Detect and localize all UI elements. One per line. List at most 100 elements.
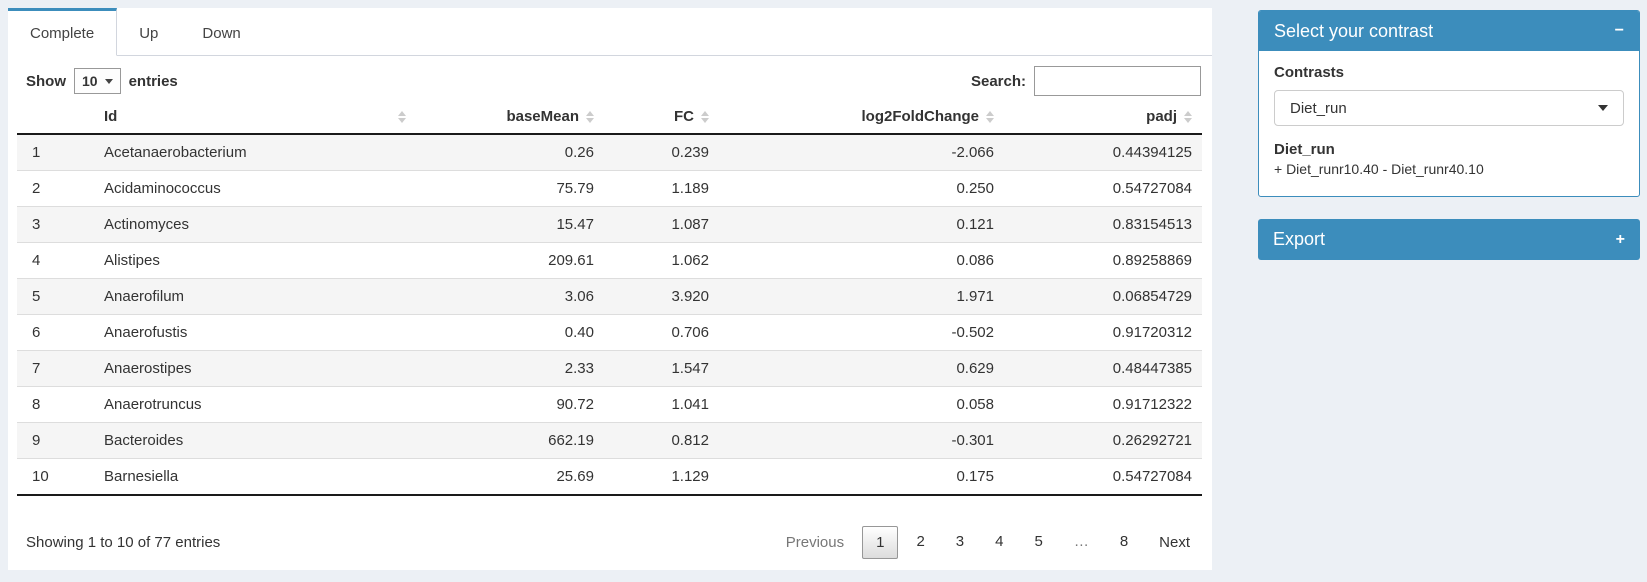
- table-header-row: Id baseMean FC: [17, 100, 1202, 135]
- cell-padj: 0.44394125: [1004, 134, 1202, 171]
- cell-padj: 0.06854729: [1004, 278, 1202, 315]
- cell-log2foldchange: -2.066: [719, 134, 1004, 171]
- cell-id: Acidaminococcus: [94, 170, 412, 207]
- cell-basemean: 15.47: [412, 206, 604, 243]
- column-header-padj[interactable]: padj: [1004, 100, 1202, 135]
- contrast-detail-title: Diet_run: [1274, 141, 1335, 158]
- cell-log2foldchange: -0.502: [719, 314, 1004, 351]
- table-row[interactable]: 1 Acetanaerobacterium 0.26 0.239 -2.066 0.443…: [17, 134, 1202, 171]
- row-index: 1: [17, 134, 94, 171]
- cell-fc: 0.239: [604, 134, 719, 171]
- contrast-detail-formula: + Diet_runr10.40 - Diet_runr40.10: [1274, 161, 1484, 177]
- sort-icon: [986, 110, 994, 123]
- page-length-control: Show 10 entries: [26, 68, 178, 94]
- table-row[interactable]: 9 Bacteroides 662.19 0.812 -0.301 0.26292721: [17, 422, 1202, 459]
- table-row[interactable]: 8 Anaerotruncus 90.72 1.041 0.058 0.91712322: [17, 386, 1202, 423]
- cell-log2foldchange: -0.301: [719, 422, 1004, 459]
- export-box-title: Export: [1273, 229, 1326, 249]
- cell-id: Acetanaerobacterium: [94, 134, 412, 171]
- results-table: Id baseMean FC: [17, 100, 1202, 496]
- cell-log2foldchange: 1.971: [719, 278, 1004, 315]
- cell-id: Actinomyces: [94, 206, 412, 243]
- entries-label: entries: [128, 72, 178, 90]
- collapse-icon[interactable]: −: [1614, 22, 1624, 39]
- table-controls: Show 10 entries Search:: [8, 56, 1212, 98]
- column-header-id-label: Id: [104, 108, 118, 125]
- column-header-fc-label: FC: [674, 108, 694, 125]
- cell-id: Barnesiella: [94, 458, 412, 496]
- tab-down[interactable]: Down: [202, 24, 241, 42]
- table-info: Showing 1 to 10 of 77 entries: [26, 534, 221, 551]
- cell-basemean: 0.26: [412, 134, 604, 171]
- column-header-padj-label: padj: [1146, 108, 1177, 125]
- cell-padj: 0.54727084: [1004, 170, 1202, 207]
- pagination: Previous 1 2 3 4 5 … 8 Next: [768, 526, 1203, 559]
- cell-id: Anaerostipes: [94, 350, 412, 387]
- row-index: 6: [17, 314, 94, 351]
- contrast-select[interactable]: Diet_run: [1274, 90, 1624, 126]
- cell-padj: 0.83154513: [1004, 206, 1202, 243]
- cell-padj: 0.48447385: [1004, 350, 1202, 387]
- row-index: 2: [17, 170, 94, 207]
- table-row[interactable]: 10 Barnesiella 25.69 1.129 0.175 0.54727084: [17, 458, 1202, 496]
- expand-icon[interactable]: +: [1615, 230, 1625, 248]
- contrast-box-title: Select your contrast: [1274, 20, 1434, 41]
- sort-icon: [701, 110, 709, 123]
- cell-basemean: 25.69: [412, 458, 604, 496]
- page-ellipsis: …: [1073, 533, 1089, 550]
- table-row[interactable]: 6 Anaerofustis 0.40 0.706 -0.502 0.91720312: [17, 314, 1202, 351]
- row-index: 9: [17, 422, 94, 459]
- cell-fc: 3.920: [604, 278, 719, 315]
- cell-basemean: 2.33: [412, 350, 604, 387]
- table-row[interactable]: 7 Anaerostipes 2.33 1.547 0.629 0.48447385: [17, 350, 1202, 387]
- page-button-2[interactable]: 2: [916, 533, 925, 550]
- table-footer: Showing 1 to 10 of 77 entries Previous 1…: [8, 496, 1212, 559]
- cell-fc: 1.189: [604, 170, 719, 207]
- cell-id: Anaerofustis: [94, 314, 412, 351]
- page-button-5[interactable]: 5: [1034, 533, 1043, 550]
- page-length-select[interactable]: 10: [74, 68, 121, 94]
- cell-fc: 1.062: [604, 242, 719, 279]
- table-row[interactable]: 2 Acidaminococcus 75.79 1.189 0.250 0.5472708…: [17, 170, 1202, 207]
- table-row[interactable]: 5 Anaerofilum 3.06 3.920 1.971 0.06854729: [17, 278, 1202, 315]
- column-header-fc[interactable]: FC: [604, 100, 719, 135]
- page-button-3[interactable]: 3: [955, 533, 965, 550]
- cell-fc: 0.812: [604, 422, 719, 459]
- next-page-button[interactable]: Next: [1159, 534, 1190, 551]
- column-header-id[interactable]: Id: [94, 100, 412, 135]
- cell-basemean: 90.72: [412, 386, 604, 423]
- cell-log2foldchange: 0.086: [719, 242, 1004, 279]
- search-input[interactable]: [1034, 66, 1201, 96]
- cell-basemean: 3.06: [412, 278, 604, 315]
- cell-padj: 0.91720312: [1004, 314, 1202, 351]
- cell-padj: 0.91712322: [1004, 386, 1202, 423]
- cell-basemean: 0.40: [412, 314, 604, 351]
- column-header-log2foldchange[interactable]: log2FoldChange: [719, 100, 1004, 135]
- contrast-select-value: Diet_run: [1290, 99, 1347, 117]
- previous-page-button[interactable]: Previous: [785, 534, 845, 551]
- row-index: 10: [17, 458, 94, 496]
- contrasts-label: Contrasts: [1274, 64, 1345, 81]
- contrast-box: Select your contrast − Contrasts Diet_ru…: [1258, 10, 1640, 197]
- page-button-1[interactable]: 1: [862, 526, 899, 559]
- tab-complete[interactable]: Complete: [8, 8, 118, 56]
- cell-fc: 1.129: [604, 458, 719, 496]
- cell-basemean: 209.61: [412, 242, 604, 279]
- search-label: Search:: [970, 72, 1026, 90]
- cell-log2foldchange: 0.121: [719, 206, 1004, 243]
- page-button-8[interactable]: 8: [1119, 533, 1129, 550]
- column-header-basemean[interactable]: baseMean: [412, 100, 604, 135]
- tab-up[interactable]: Up: [139, 24, 159, 42]
- caret-down-icon: [1598, 105, 1608, 111]
- page-button-4[interactable]: 4: [995, 533, 1004, 550]
- results-card: Complete Up Down Show 10 entries Search:: [8, 8, 1212, 570]
- column-header-basemean-label: baseMean: [506, 108, 579, 125]
- sort-icon: [1184, 110, 1192, 123]
- table-row[interactable]: 4 Alistipes 209.61 1.062 0.086 0.89258869: [17, 242, 1202, 279]
- cell-basemean: 75.79: [412, 170, 604, 207]
- table-row[interactable]: 3 Actinomyces 15.47 1.087 0.121 0.83154513: [17, 206, 1202, 243]
- cell-fc: 1.547: [604, 350, 719, 387]
- row-index: 4: [17, 242, 94, 279]
- page-number-buttons: 1 2 3 4 5 … 8: [857, 526, 1141, 559]
- export-box-header[interactable]: Export +: [1258, 219, 1640, 260]
